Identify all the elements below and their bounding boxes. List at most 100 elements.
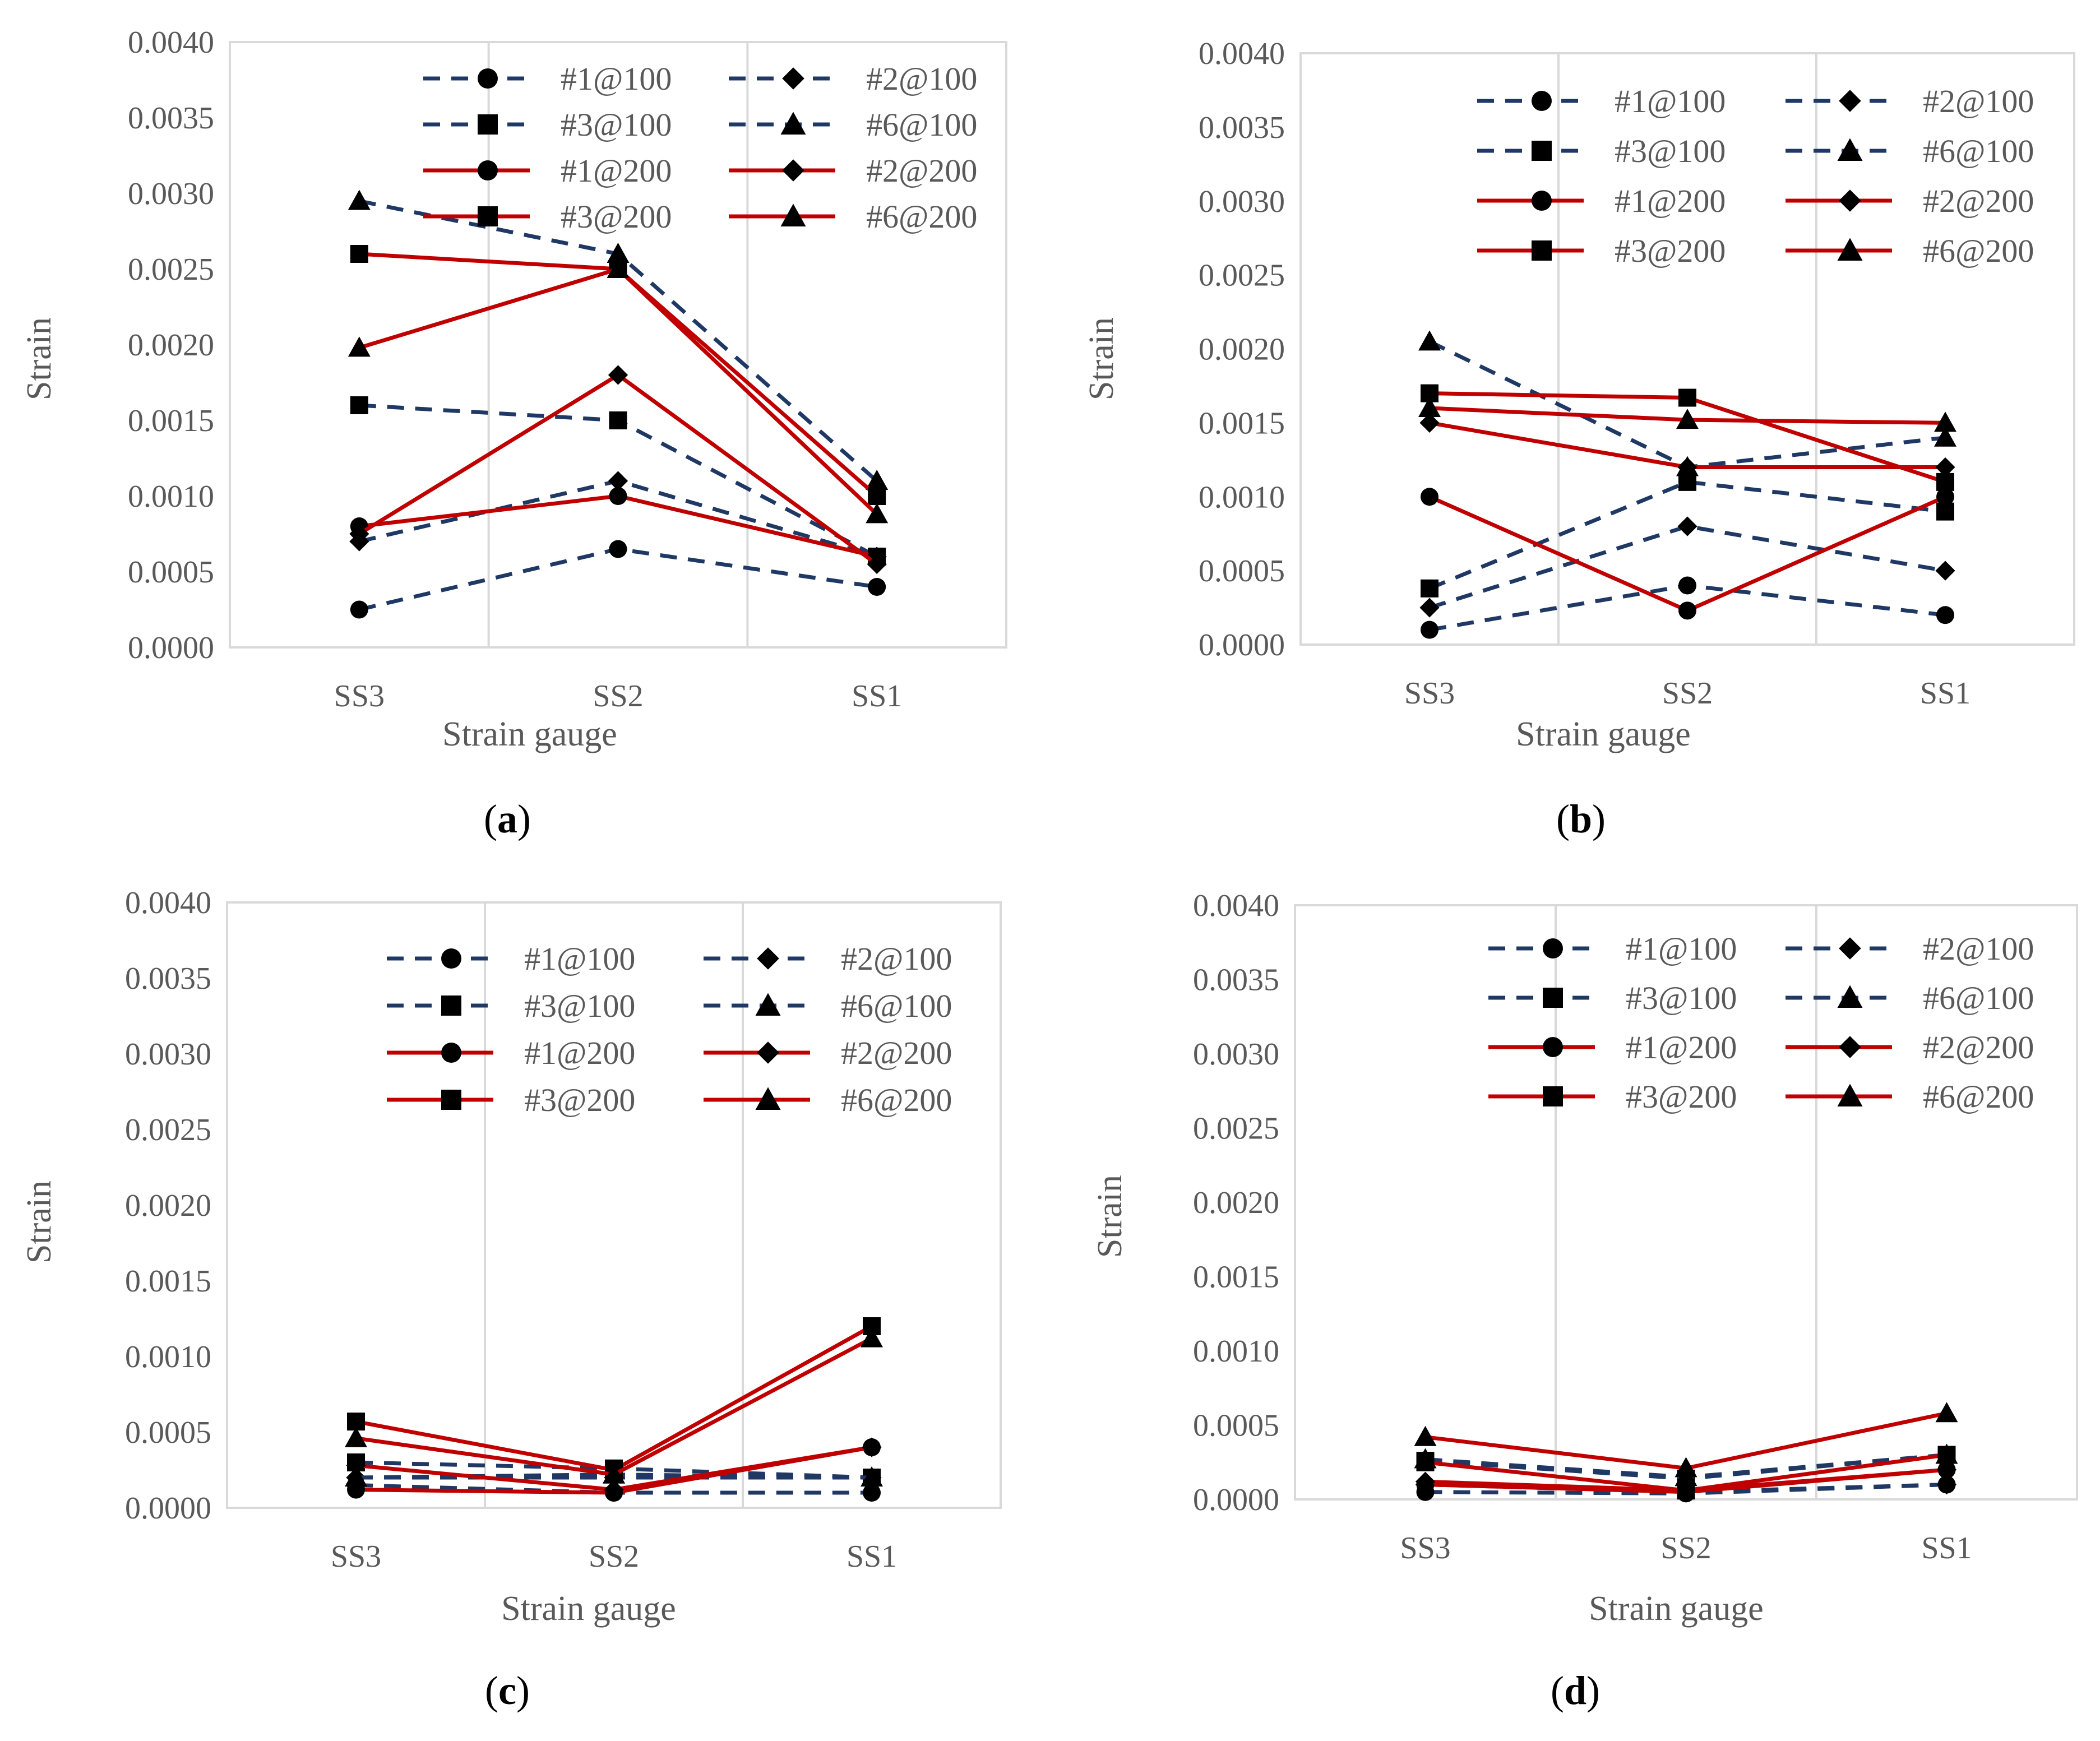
legend-label: #6@100: [841, 988, 952, 1024]
legend-marker: [478, 206, 498, 226]
legend-entry: #1@100: [423, 61, 672, 97]
x-axis-title: Strain gauge: [501, 1590, 676, 1628]
data-point: [350, 245, 368, 263]
y-tick-label: 0.0030: [128, 177, 214, 211]
legend-label: #2@100: [841, 941, 952, 977]
legend-marker: [1543, 988, 1563, 1008]
x-tick-label: SS3: [331, 1539, 381, 1574]
data-point: [861, 1327, 883, 1348]
legend-marker: [780, 203, 806, 226]
y-axis-title: Strain: [1083, 317, 1121, 400]
legend-entry: #6@100: [1786, 980, 2034, 1016]
legend-marker: [1532, 91, 1552, 111]
legend-entry: #3@100: [1488, 980, 1737, 1016]
data-point: [1415, 1471, 1436, 1492]
legend-label: #6@100: [1923, 980, 2034, 1016]
y-tick-label: 0.0020: [128, 328, 214, 363]
data-point: [1937, 1446, 1956, 1464]
series-#3@200: [347, 1317, 881, 1479]
y-tick-label: 0.0040: [1199, 36, 1285, 71]
x-tick-label: SS3: [334, 679, 385, 714]
legend-entry: #3@200: [423, 198, 672, 235]
legend-marker: [1532, 240, 1552, 261]
data-point: [861, 1466, 883, 1487]
legend-label: #2@200: [1923, 183, 2034, 219]
data-point: [1936, 473, 1954, 491]
data-point: [867, 554, 887, 575]
y-tick-label: 0.0010: [1193, 1334, 1279, 1369]
y-tick-label: 0.0015: [128, 404, 214, 438]
legend-label: #3@200: [1626, 1078, 1737, 1115]
y-tick-label: 0.0035: [1199, 110, 1285, 145]
legend-marker: [441, 995, 461, 1016]
legend: #1@100 #2@100 #3@100 #6@100 #1@200 #2@200 #3@2…: [1477, 83, 2034, 269]
legend-label: #1@200: [524, 1035, 635, 1071]
x-tick-label: SS3: [1404, 676, 1455, 711]
legend-entry: #2@200: [1786, 1029, 2034, 1066]
legend-marker: [441, 1090, 461, 1110]
series-#3@200: [1416, 1446, 1956, 1500]
chart-panel-d: 0.0000 0.0005 0.0010 0.0015 0.0020 0.0025 0.00…: [1091, 888, 2078, 1713]
legend-label: #3@100: [561, 107, 672, 143]
x-axis-title: Strain gauge: [1516, 715, 1691, 753]
y-tick-label: 0.0040: [1193, 888, 1279, 923]
y-tick-label: 0.0035: [125, 961, 211, 996]
legend-entry: #3@200: [1477, 233, 1726, 269]
y-tick-label: 0.0030: [1199, 184, 1285, 219]
data-point: [348, 189, 371, 210]
legend-label: #6@200: [841, 1082, 952, 1118]
panel-label: (c): [485, 1668, 530, 1713]
legend-label: #6@200: [866, 198, 977, 235]
legend-marker: [757, 1041, 779, 1064]
legend-label: #3@200: [561, 198, 672, 235]
legend-entry: #2@100: [729, 61, 977, 97]
panel-label: (a): [484, 797, 531, 841]
legend-entry: #6@100: [1786, 133, 2034, 169]
legend-marker: [1839, 937, 1861, 960]
y-tick-label: 0.0000: [128, 631, 214, 665]
plot-area: [1299, 52, 2075, 646]
legend-marker: [1837, 985, 1863, 1008]
x-axis-title: Strain gauge: [442, 715, 617, 753]
data-point: [1421, 621, 1438, 639]
legend-entry: #3@200: [387, 1082, 635, 1118]
y-axis-title: Strain: [1091, 1175, 1129, 1258]
data-point: [1677, 1481, 1695, 1500]
data-point: [868, 487, 886, 505]
x-tick-label: SS2: [1662, 676, 1713, 711]
legend-label: #6@200: [1923, 233, 2034, 269]
data-point: [866, 470, 889, 490]
series-#2@200: [346, 1437, 882, 1500]
data-point: [1678, 601, 1696, 620]
chart-panel-b: 0.0000 0.0005 0.0010 0.0015 0.0020 0.0025 0.00…: [1083, 36, 2075, 841]
y-tick-label: 0.0005: [1193, 1409, 1279, 1443]
y-tick-label: 0.0030: [125, 1037, 211, 1072]
legend-label: #2@100: [1923, 930, 2034, 967]
y-tick-label: 0.0040: [125, 886, 211, 920]
legend-entry: #6@100: [729, 107, 977, 143]
y-tick-label: 0.0010: [128, 479, 214, 514]
x-tick-label: SS2: [593, 679, 643, 714]
y-axis-title: Strain: [20, 1180, 58, 1263]
data-point: [607, 243, 630, 263]
legend-label: #2@100: [866, 61, 977, 97]
series-#2@200: [349, 365, 887, 575]
chart-panel-c: 0.0000 0.0005 0.0010 0.0015 0.0020 0.0025 0.00…: [20, 886, 1002, 1713]
series-#2@100: [1419, 516, 1955, 618]
data-point: [1935, 457, 1955, 478]
legend-label: #3@200: [1615, 233, 1726, 269]
legend-marker: [1543, 938, 1563, 959]
legend-entry: #3@100: [423, 107, 672, 143]
legend-label: #2@200: [841, 1035, 952, 1071]
data-point: [1418, 330, 1441, 351]
y-tick-label: 0.0030: [1193, 1037, 1279, 1072]
legend-label: #2@200: [1923, 1029, 2034, 1066]
legend-marker: [780, 112, 806, 135]
data-point: [609, 540, 627, 558]
legend-marker: [441, 948, 461, 969]
legend-marker: [1837, 1084, 1863, 1106]
series-#6@200: [348, 258, 889, 524]
data-point: [345, 1427, 367, 1447]
legend-entry: #1@100: [1488, 930, 1737, 967]
